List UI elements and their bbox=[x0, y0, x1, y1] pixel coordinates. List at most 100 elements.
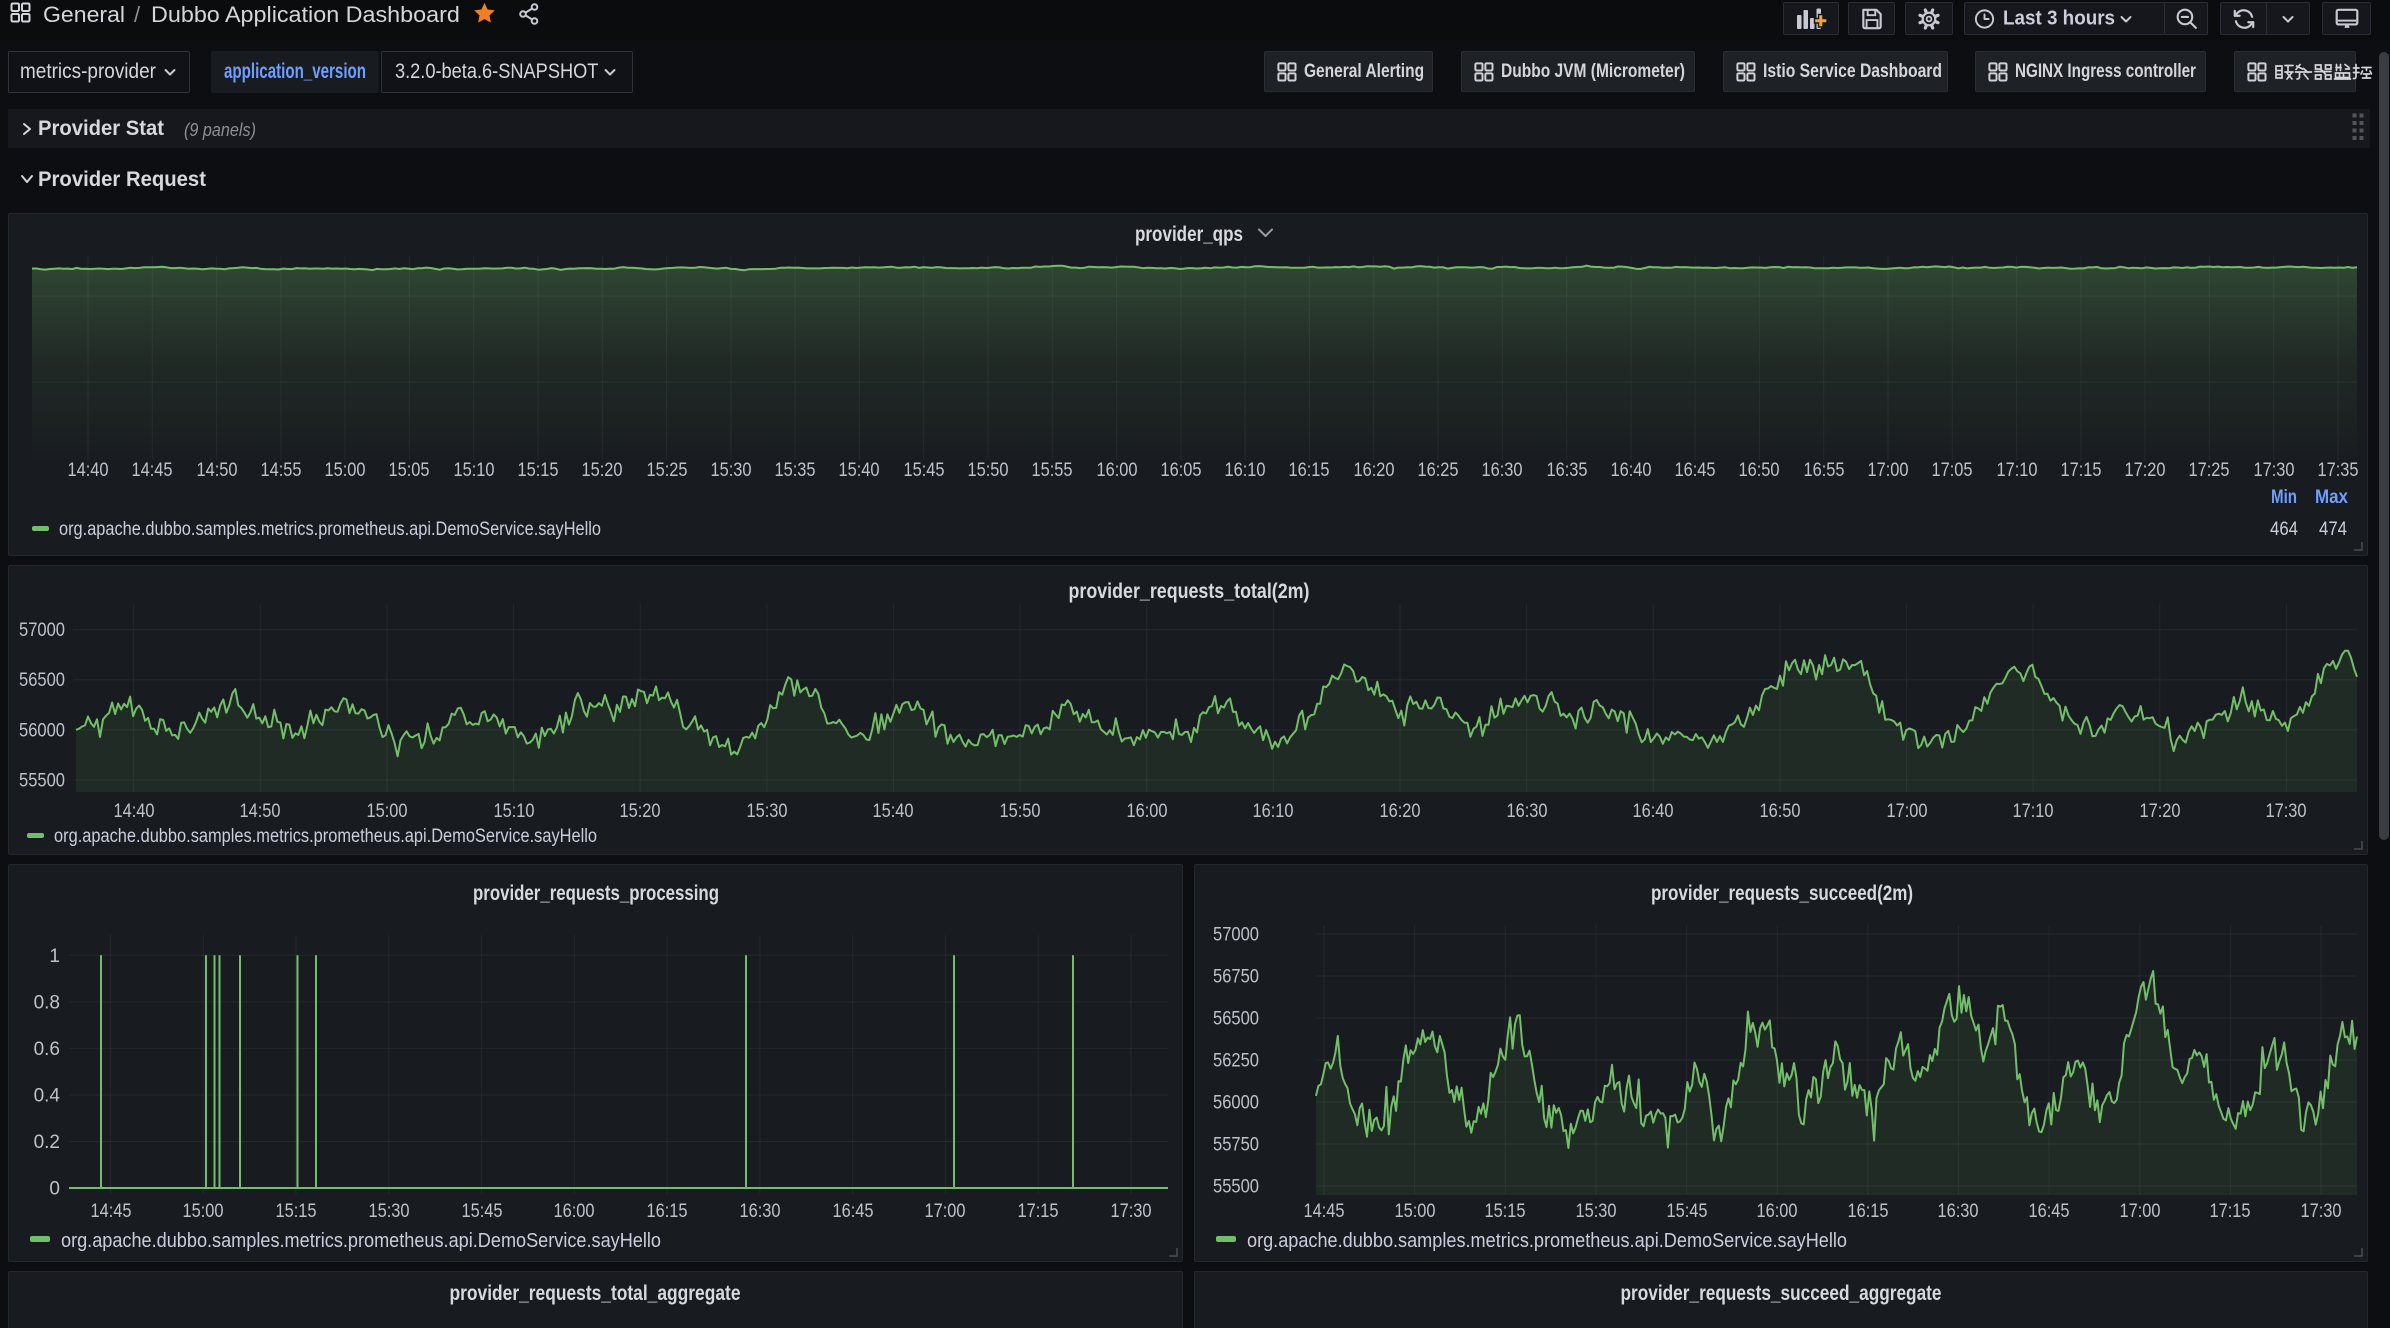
svg-text:17:00: 17:00 bbox=[925, 1201, 966, 1222]
svg-text:15:10: 15:10 bbox=[494, 801, 535, 822]
svg-text:15:45: 15:45 bbox=[904, 460, 945, 481]
svg-text:15:45: 15:45 bbox=[1667, 1201, 1708, 1222]
svg-text:16:50: 16:50 bbox=[1739, 460, 1780, 481]
svg-text:16:00: 16:00 bbox=[1097, 460, 1138, 481]
svg-text:56000: 56000 bbox=[1213, 1093, 1259, 1114]
svg-text:0.4: 0.4 bbox=[34, 1086, 61, 1107]
svg-text:474: 474 bbox=[2319, 519, 2347, 540]
svg-text:57000: 57000 bbox=[19, 620, 65, 641]
svg-text:16:55: 16:55 bbox=[1804, 460, 1845, 481]
svg-text:15:50: 15:50 bbox=[968, 460, 1009, 481]
svg-text:org.apache.dubbo.samples.metri: org.apache.dubbo.samples.metrics.prometh… bbox=[1247, 1230, 1847, 1252]
svg-text:provider_requests_total(2m): provider_requests_total(2m) bbox=[1069, 580, 1310, 603]
svg-text:15:05: 15:05 bbox=[389, 460, 430, 481]
svg-text:16:00: 16:00 bbox=[1757, 1201, 1798, 1222]
svg-text:15:20: 15:20 bbox=[620, 801, 661, 822]
svg-text:17:00: 17:00 bbox=[2120, 1201, 2161, 1222]
svg-text:15:55: 15:55 bbox=[1032, 460, 1073, 481]
svg-text:56250: 56250 bbox=[1213, 1051, 1259, 1072]
svg-text:56500: 56500 bbox=[19, 670, 65, 691]
svg-text:14:45: 14:45 bbox=[1304, 1201, 1345, 1222]
svg-text:17:30: 17:30 bbox=[2301, 1201, 2342, 1222]
svg-text:org.apache.dubbo.samples.metri: org.apache.dubbo.samples.metrics.prometh… bbox=[61, 1230, 661, 1252]
svg-text:17:10: 17:10 bbox=[2013, 801, 2054, 822]
svg-text:15:15: 15:15 bbox=[518, 460, 559, 481]
svg-text:17:15: 17:15 bbox=[2210, 1201, 2251, 1222]
svg-text:0: 0 bbox=[49, 1179, 60, 1200]
svg-text:15:30: 15:30 bbox=[369, 1201, 410, 1222]
svg-text:17:20: 17:20 bbox=[2140, 801, 2181, 822]
svg-text:16:15: 16:15 bbox=[1289, 460, 1330, 481]
svg-text:15:00: 15:00 bbox=[325, 460, 366, 481]
svg-text:provider_requests_processing: provider_requests_processing bbox=[473, 882, 719, 905]
svg-text:17:30: 17:30 bbox=[1111, 1201, 1152, 1222]
svg-text:provider_requests_total_aggreg: provider_requests_total_aggregate bbox=[450, 1282, 741, 1305]
svg-text:17:00: 17:00 bbox=[1887, 801, 1928, 822]
svg-text:provider_requests_succeed_aggr: provider_requests_succeed_aggregate bbox=[1621, 1282, 1942, 1305]
svg-text:464: 464 bbox=[2270, 519, 2298, 540]
svg-text:15:30: 15:30 bbox=[1576, 1201, 1617, 1222]
svg-text:17:00: 17:00 bbox=[1868, 460, 1909, 481]
svg-text:56500: 56500 bbox=[1213, 1009, 1259, 1030]
svg-text:16:15: 16:15 bbox=[647, 1201, 688, 1222]
svg-text:15:30: 15:30 bbox=[747, 801, 788, 822]
svg-text:1: 1 bbox=[49, 946, 60, 967]
svg-text:14:50: 14:50 bbox=[197, 460, 238, 481]
svg-text:17:15: 17:15 bbox=[2061, 460, 2102, 481]
svg-text:14:45: 14:45 bbox=[91, 1201, 132, 1222]
svg-text:17:20: 17:20 bbox=[2125, 460, 2166, 481]
svg-text:provider_qps: provider_qps bbox=[1135, 223, 1243, 246]
svg-text:15:40: 15:40 bbox=[873, 801, 914, 822]
svg-text:15:40: 15:40 bbox=[839, 460, 880, 481]
svg-text:16:20: 16:20 bbox=[1380, 801, 1421, 822]
svg-text:16:10: 16:10 bbox=[1253, 801, 1294, 822]
svg-text:Min: Min bbox=[2271, 487, 2297, 508]
svg-text:55750: 55750 bbox=[1213, 1135, 1259, 1156]
svg-text:16:15: 16:15 bbox=[1848, 1201, 1889, 1222]
svg-text:org.apache.dubbo.samples.metri: org.apache.dubbo.samples.metrics.prometh… bbox=[54, 826, 597, 847]
svg-text:16:10: 16:10 bbox=[1225, 460, 1266, 481]
svg-text:14:40: 14:40 bbox=[68, 460, 109, 481]
svg-text:16:50: 16:50 bbox=[1760, 801, 1801, 822]
svg-text:provider_requests_succeed(2m): provider_requests_succeed(2m) bbox=[1651, 882, 1913, 905]
svg-text:16:20: 16:20 bbox=[1354, 460, 1395, 481]
svg-text:org.apache.dubbo.samples.metri: org.apache.dubbo.samples.metrics.prometh… bbox=[59, 519, 601, 540]
svg-text:0.8: 0.8 bbox=[34, 992, 60, 1013]
svg-text:16:05: 16:05 bbox=[1161, 460, 1202, 481]
svg-text:17:30: 17:30 bbox=[2254, 460, 2295, 481]
svg-text:15:15: 15:15 bbox=[1485, 1201, 1526, 1222]
svg-text:16:45: 16:45 bbox=[2029, 1201, 2070, 1222]
svg-text:0.6: 0.6 bbox=[34, 1039, 60, 1060]
svg-text:17:30: 17:30 bbox=[2266, 801, 2307, 822]
svg-text:15:10: 15:10 bbox=[454, 460, 495, 481]
svg-text:55500: 55500 bbox=[1213, 1177, 1259, 1198]
svg-text:15:35: 15:35 bbox=[775, 460, 816, 481]
svg-text:17:25: 17:25 bbox=[2189, 460, 2230, 481]
svg-text:16:00: 16:00 bbox=[1127, 801, 1168, 822]
svg-text:16:00: 16:00 bbox=[554, 1201, 595, 1222]
svg-text:17:35: 17:35 bbox=[2318, 460, 2359, 481]
svg-text:15:00: 15:00 bbox=[183, 1201, 224, 1222]
svg-text:56750: 56750 bbox=[1213, 967, 1259, 988]
svg-text:15:00: 15:00 bbox=[1395, 1201, 1436, 1222]
svg-text:17:05: 17:05 bbox=[1932, 460, 1973, 481]
svg-text:16:35: 16:35 bbox=[1547, 460, 1588, 481]
svg-text:16:40: 16:40 bbox=[1633, 801, 1674, 822]
svg-text:14:55: 14:55 bbox=[261, 460, 302, 481]
svg-text:16:45: 16:45 bbox=[1675, 460, 1716, 481]
svg-text:15:15: 15:15 bbox=[276, 1201, 317, 1222]
svg-text:14:45: 14:45 bbox=[132, 460, 173, 481]
svg-text:0.2: 0.2 bbox=[34, 1132, 60, 1153]
svg-text:17:10: 17:10 bbox=[1997, 460, 2038, 481]
svg-text:16:25: 16:25 bbox=[1418, 460, 1459, 481]
svg-text:16:40: 16:40 bbox=[1611, 460, 1652, 481]
svg-text:15:25: 15:25 bbox=[647, 460, 688, 481]
svg-text:56000: 56000 bbox=[19, 720, 65, 741]
svg-text:15:45: 15:45 bbox=[462, 1201, 503, 1222]
svg-text:16:30: 16:30 bbox=[1938, 1201, 1979, 1222]
svg-text:16:30: 16:30 bbox=[1482, 460, 1523, 481]
svg-text:14:50: 14:50 bbox=[240, 801, 281, 822]
svg-text:16:45: 16:45 bbox=[833, 1201, 874, 1222]
svg-text:15:30: 15:30 bbox=[711, 460, 752, 481]
svg-text:Max: Max bbox=[2315, 487, 2348, 508]
